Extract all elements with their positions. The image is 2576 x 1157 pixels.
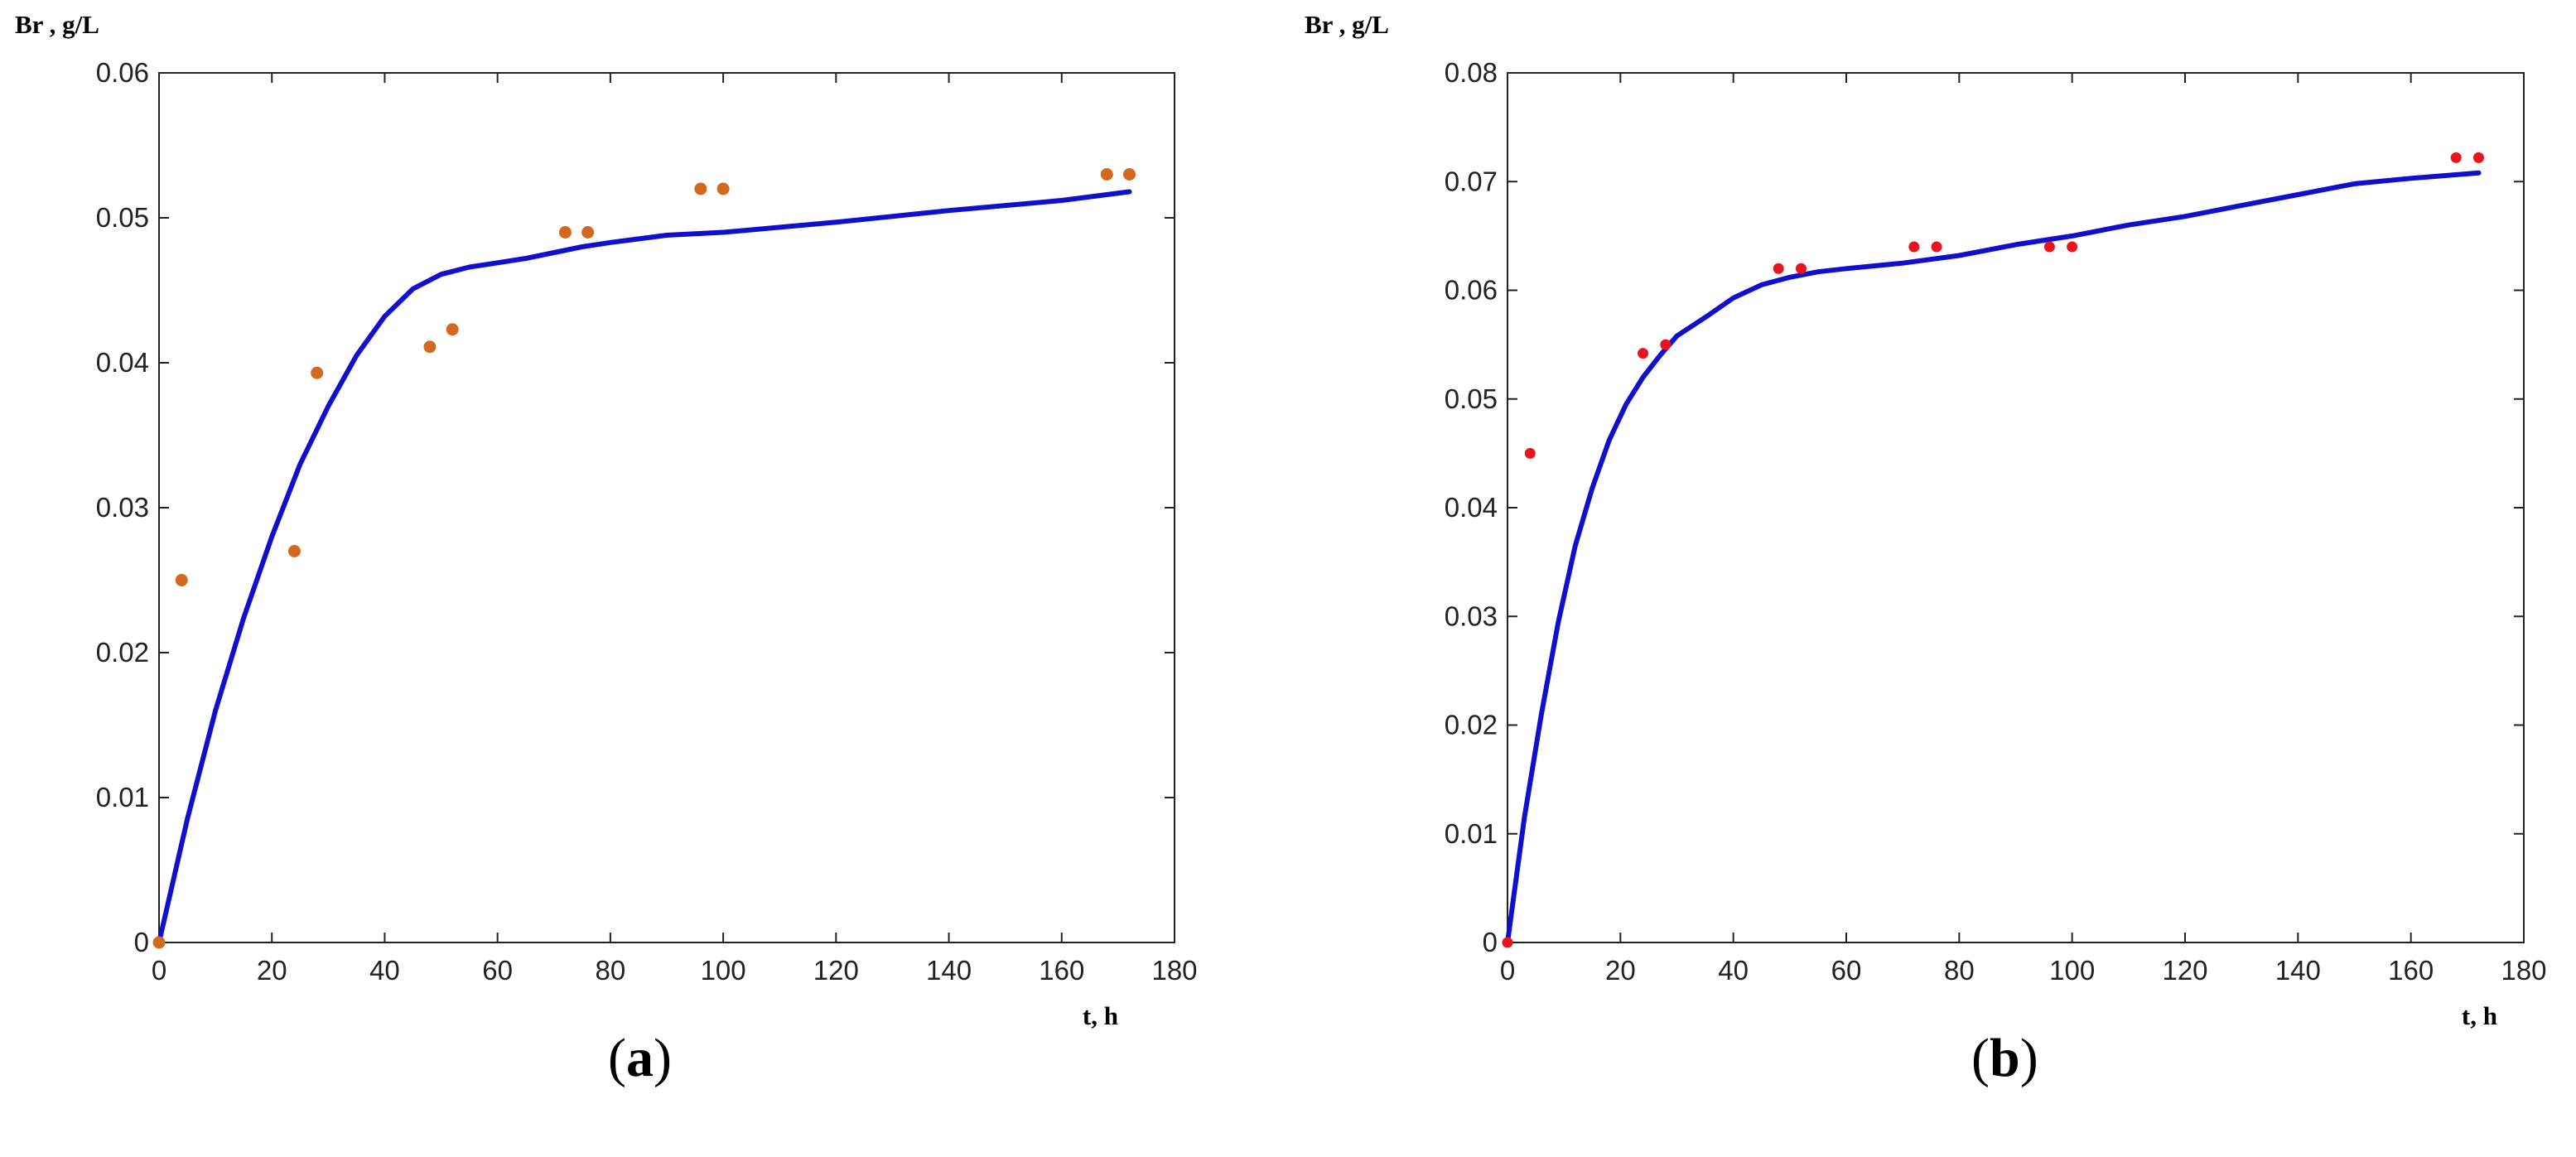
- x-tick-label: 0: [152, 955, 166, 986]
- data-point-b: [1931, 241, 1942, 253]
- x-tick-label: 180: [1151, 955, 1197, 986]
- x-tick-label: 80: [596, 955, 626, 986]
- y-tick-label: 0: [1483, 927, 1498, 957]
- data-point-b: [1908, 241, 1920, 253]
- x-tick-label: 20: [257, 955, 287, 986]
- model-curve-b: [1505, 170, 2482, 945]
- y-tick-label: 0.03: [1445, 600, 1498, 631]
- x-tick-label: 40: [369, 955, 400, 986]
- x-tick-label: 140: [926, 955, 972, 986]
- y-tick-label: 0.05: [1445, 383, 1498, 414]
- y-tick-label: 0.08: [1445, 57, 1498, 88]
- x-axis-title: t, h: [2462, 1001, 2497, 1030]
- data-point-b: [2067, 241, 2078, 253]
- chart-a-svg: 0 20 40 60 80 100 120 140 160 180 0 0.01 0.02 0.03 0.0…: [15, 10, 1198, 1030]
- y-tick-label: 0.04: [1445, 492, 1498, 523]
- y-tick-label: 0.04: [96, 347, 149, 378]
- x-tick-label: 0: [1500, 955, 1515, 986]
- data-point-a: [287, 545, 301, 557]
- y-tick-label: 0.05: [96, 202, 149, 233]
- data-point-b: [1795, 263, 1807, 274]
- data-point-b: [1638, 348, 1649, 359]
- x-tick-label: 180: [2501, 955, 2546, 986]
- data-point-a: [446, 323, 459, 336]
- data-point-a: [694, 182, 707, 195]
- y-tick-label: 0.06: [96, 57, 149, 88]
- panel-label-b-letter: b: [1989, 1028, 2020, 1088]
- x-tick-label: 120: [813, 955, 859, 986]
- plot-frame: [1507, 72, 2525, 943]
- data-point-a: [152, 936, 166, 949]
- data-point-a: [581, 226, 595, 239]
- y-axis-title: Br , g/L: [1305, 10, 1389, 39]
- y-tick-label: 0.02: [96, 637, 149, 668]
- x-tick-label: 120: [2162, 955, 2207, 986]
- chart-panel-a: 0 20 40 60 80 100 120 140 160 180 0 0.01 0.02 0.03 0.0…: [15, 10, 1198, 1088]
- x-tick-label: 100: [2049, 955, 2095, 986]
- panel-label-b: (b): [1971, 1028, 2038, 1088]
- data-point-a: [716, 182, 730, 195]
- x-axis-title: t, h: [1083, 1001, 1118, 1030]
- data-point-b: [1524, 447, 1536, 459]
- data-point-b: [2450, 152, 2462, 163]
- x-tick-label: 160: [1039, 955, 1084, 986]
- y-tick-label: 0.02: [1445, 710, 1498, 740]
- data-point-a: [423, 340, 437, 354]
- x-tick-label: 20: [1605, 955, 1636, 986]
- data-point-b: [2472, 152, 2484, 163]
- x-tick-label: 100: [701, 955, 746, 986]
- data-point-b: [1660, 339, 1672, 350]
- y-tick-label: 0: [134, 927, 149, 957]
- x-tick-label: 80: [1944, 955, 1975, 986]
- data-point-a: [1123, 168, 1136, 181]
- model-curve-a: [157, 189, 1132, 945]
- y-axis-title: Br , g/L: [15, 10, 99, 39]
- data-point-b: [2043, 241, 2055, 253]
- panel-label-a-letter: a: [625, 1028, 654, 1088]
- data-point-b: [1773, 263, 1784, 274]
- x-tick-label: 60: [1831, 955, 1862, 986]
- chart-panel-b: 0 20 40 60 80 100 120 140 160 180 0 0.01 0.02 0.03 0.0…: [1288, 0, 2576, 1157]
- y-tick-label: 0.06: [1445, 275, 1498, 306]
- data-point-b: [1502, 937, 1513, 948]
- x-tick-label: 140: [2275, 955, 2321, 986]
- data-point-a: [175, 574, 188, 586]
- y-tick-label: 0.07: [1445, 166, 1498, 196]
- chart-b-svg: 0 20 40 60 80 100 120 140 160 180 0 0.01 0.02 0.03 0.0…: [1305, 10, 2547, 1030]
- data-point-a: [311, 366, 324, 379]
- x-tick-label: 60: [482, 955, 513, 986]
- data-point-a: [1100, 168, 1113, 181]
- y-tick-label: 0.01: [1445, 818, 1498, 849]
- x-tick-label: 40: [1718, 955, 1749, 986]
- x-tick-label: 160: [2388, 955, 2434, 986]
- y-tick-label: 0.03: [96, 492, 149, 523]
- y-tick-label: 0.01: [96, 782, 149, 812]
- data-point-a: [558, 226, 572, 239]
- panel-label-a: (a): [608, 1028, 672, 1088]
